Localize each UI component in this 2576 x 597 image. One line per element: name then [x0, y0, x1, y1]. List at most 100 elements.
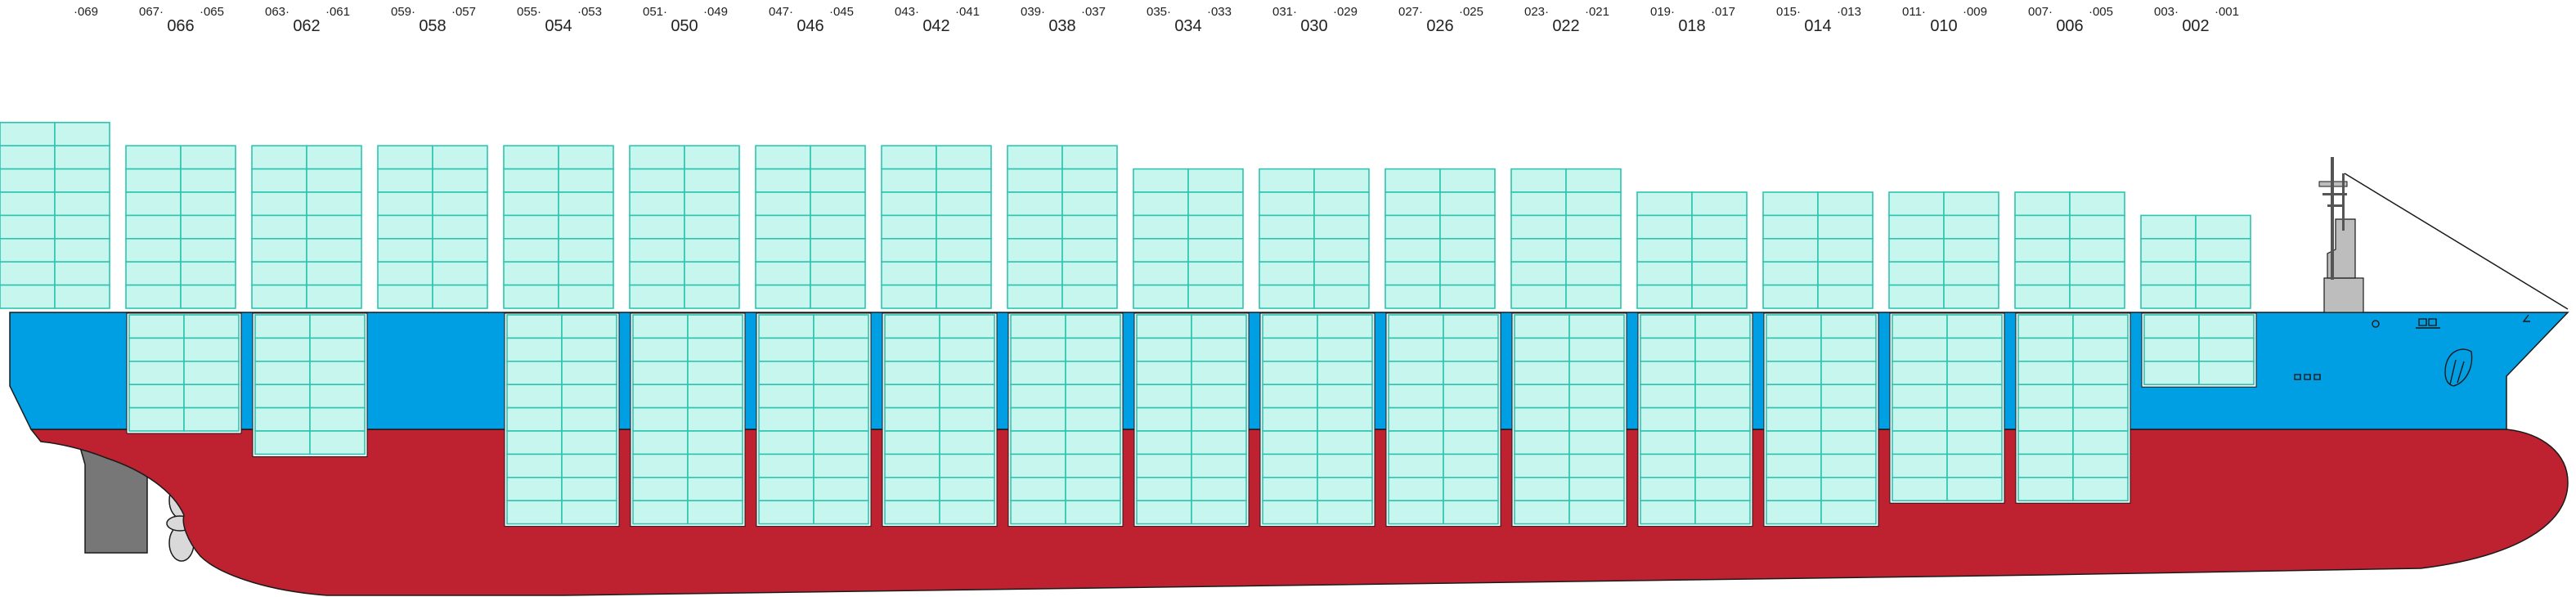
container: [1136, 453, 1192, 478]
container: [1510, 191, 1567, 217]
container: [1136, 314, 1192, 339]
container: [1259, 191, 1315, 217]
container: [558, 145, 614, 170]
container: [2017, 360, 2074, 385]
bay-left-label: 063·: [265, 5, 289, 19]
container: [506, 430, 563, 456]
container: [1640, 314, 1696, 339]
deck-stack: [1384, 168, 1496, 309]
container: [506, 453, 563, 478]
container: [1443, 453, 1499, 478]
container: [1191, 453, 1247, 478]
container: [755, 284, 811, 309]
container: [1514, 476, 1570, 501]
container: [632, 430, 689, 456]
deck-stack: [1007, 145, 1118, 309]
container: [1317, 406, 1373, 432]
hold-stack: [1511, 312, 1627, 527]
container: [561, 384, 617, 409]
container: [939, 337, 995, 362]
container: [54, 261, 110, 286]
container: [1010, 337, 1066, 362]
container: [561, 476, 617, 501]
container: [1259, 214, 1315, 240]
container: [309, 337, 366, 362]
container: [1061, 284, 1118, 309]
container: [813, 314, 869, 339]
container: [1262, 500, 1318, 525]
container: [1439, 237, 1496, 263]
bay-left-label: 007·: [2028, 5, 2053, 19]
container: [2195, 237, 2251, 263]
container: [1317, 314, 1373, 339]
container: [506, 406, 563, 432]
container: [1187, 237, 1244, 263]
container: [1191, 430, 1247, 456]
hold-stack: [504, 312, 620, 527]
container: [632, 476, 689, 501]
container: [1317, 384, 1373, 409]
container: [758, 314, 815, 339]
container: [0, 122, 56, 147]
container: [1640, 430, 1696, 456]
container: [758, 500, 815, 525]
container: [939, 500, 995, 525]
container: [1762, 261, 1819, 286]
container: [309, 406, 366, 432]
container: [810, 214, 866, 240]
container: [558, 168, 614, 193]
hold-stack: [882, 312, 998, 527]
bay-left-label: 023·: [1524, 5, 1549, 19]
container: [1514, 500, 1570, 525]
container: [632, 384, 689, 409]
container: [2069, 261, 2125, 286]
container: [2017, 406, 2074, 432]
container: [1892, 314, 1948, 339]
container: [432, 145, 488, 170]
container: [1946, 314, 2003, 339]
container: [1640, 360, 1696, 385]
container: [1010, 314, 1066, 339]
container: [1388, 337, 1444, 362]
container: [128, 360, 185, 385]
container: [881, 191, 937, 217]
container: [1007, 168, 1063, 193]
container: [561, 430, 617, 456]
container: [2069, 237, 2125, 263]
bay-right-label: ·061: [325, 5, 350, 19]
container: [813, 406, 869, 432]
bay-right-label: ·001: [2215, 5, 2239, 19]
container: [1313, 214, 1370, 240]
hold-stack: [1763, 312, 1879, 527]
container: [1820, 500, 1877, 525]
deck-stack: [2014, 191, 2125, 309]
container: [1439, 168, 1496, 193]
container: [125, 284, 182, 309]
container: [1439, 261, 1496, 286]
container: [1762, 214, 1819, 240]
container: [629, 214, 685, 240]
container: [128, 337, 185, 362]
container: [432, 237, 488, 263]
container: [936, 237, 992, 263]
container: [2140, 284, 2197, 309]
container: [1443, 406, 1499, 432]
container: [54, 284, 110, 309]
container: [251, 261, 307, 286]
container: [1439, 191, 1496, 217]
container: [758, 430, 815, 456]
container: [1636, 237, 1693, 263]
container: [1259, 168, 1315, 193]
container: [1313, 191, 1370, 217]
container: [884, 384, 940, 409]
container: [2014, 261, 2071, 286]
container: [1694, 500, 1751, 525]
container: [1568, 476, 1625, 501]
container: [2195, 261, 2251, 286]
container: [1065, 384, 1121, 409]
container: [881, 214, 937, 240]
container: [1191, 500, 1247, 525]
container: [1187, 284, 1244, 309]
container: [629, 191, 685, 217]
bay-label: 038: [1048, 17, 1075, 35]
